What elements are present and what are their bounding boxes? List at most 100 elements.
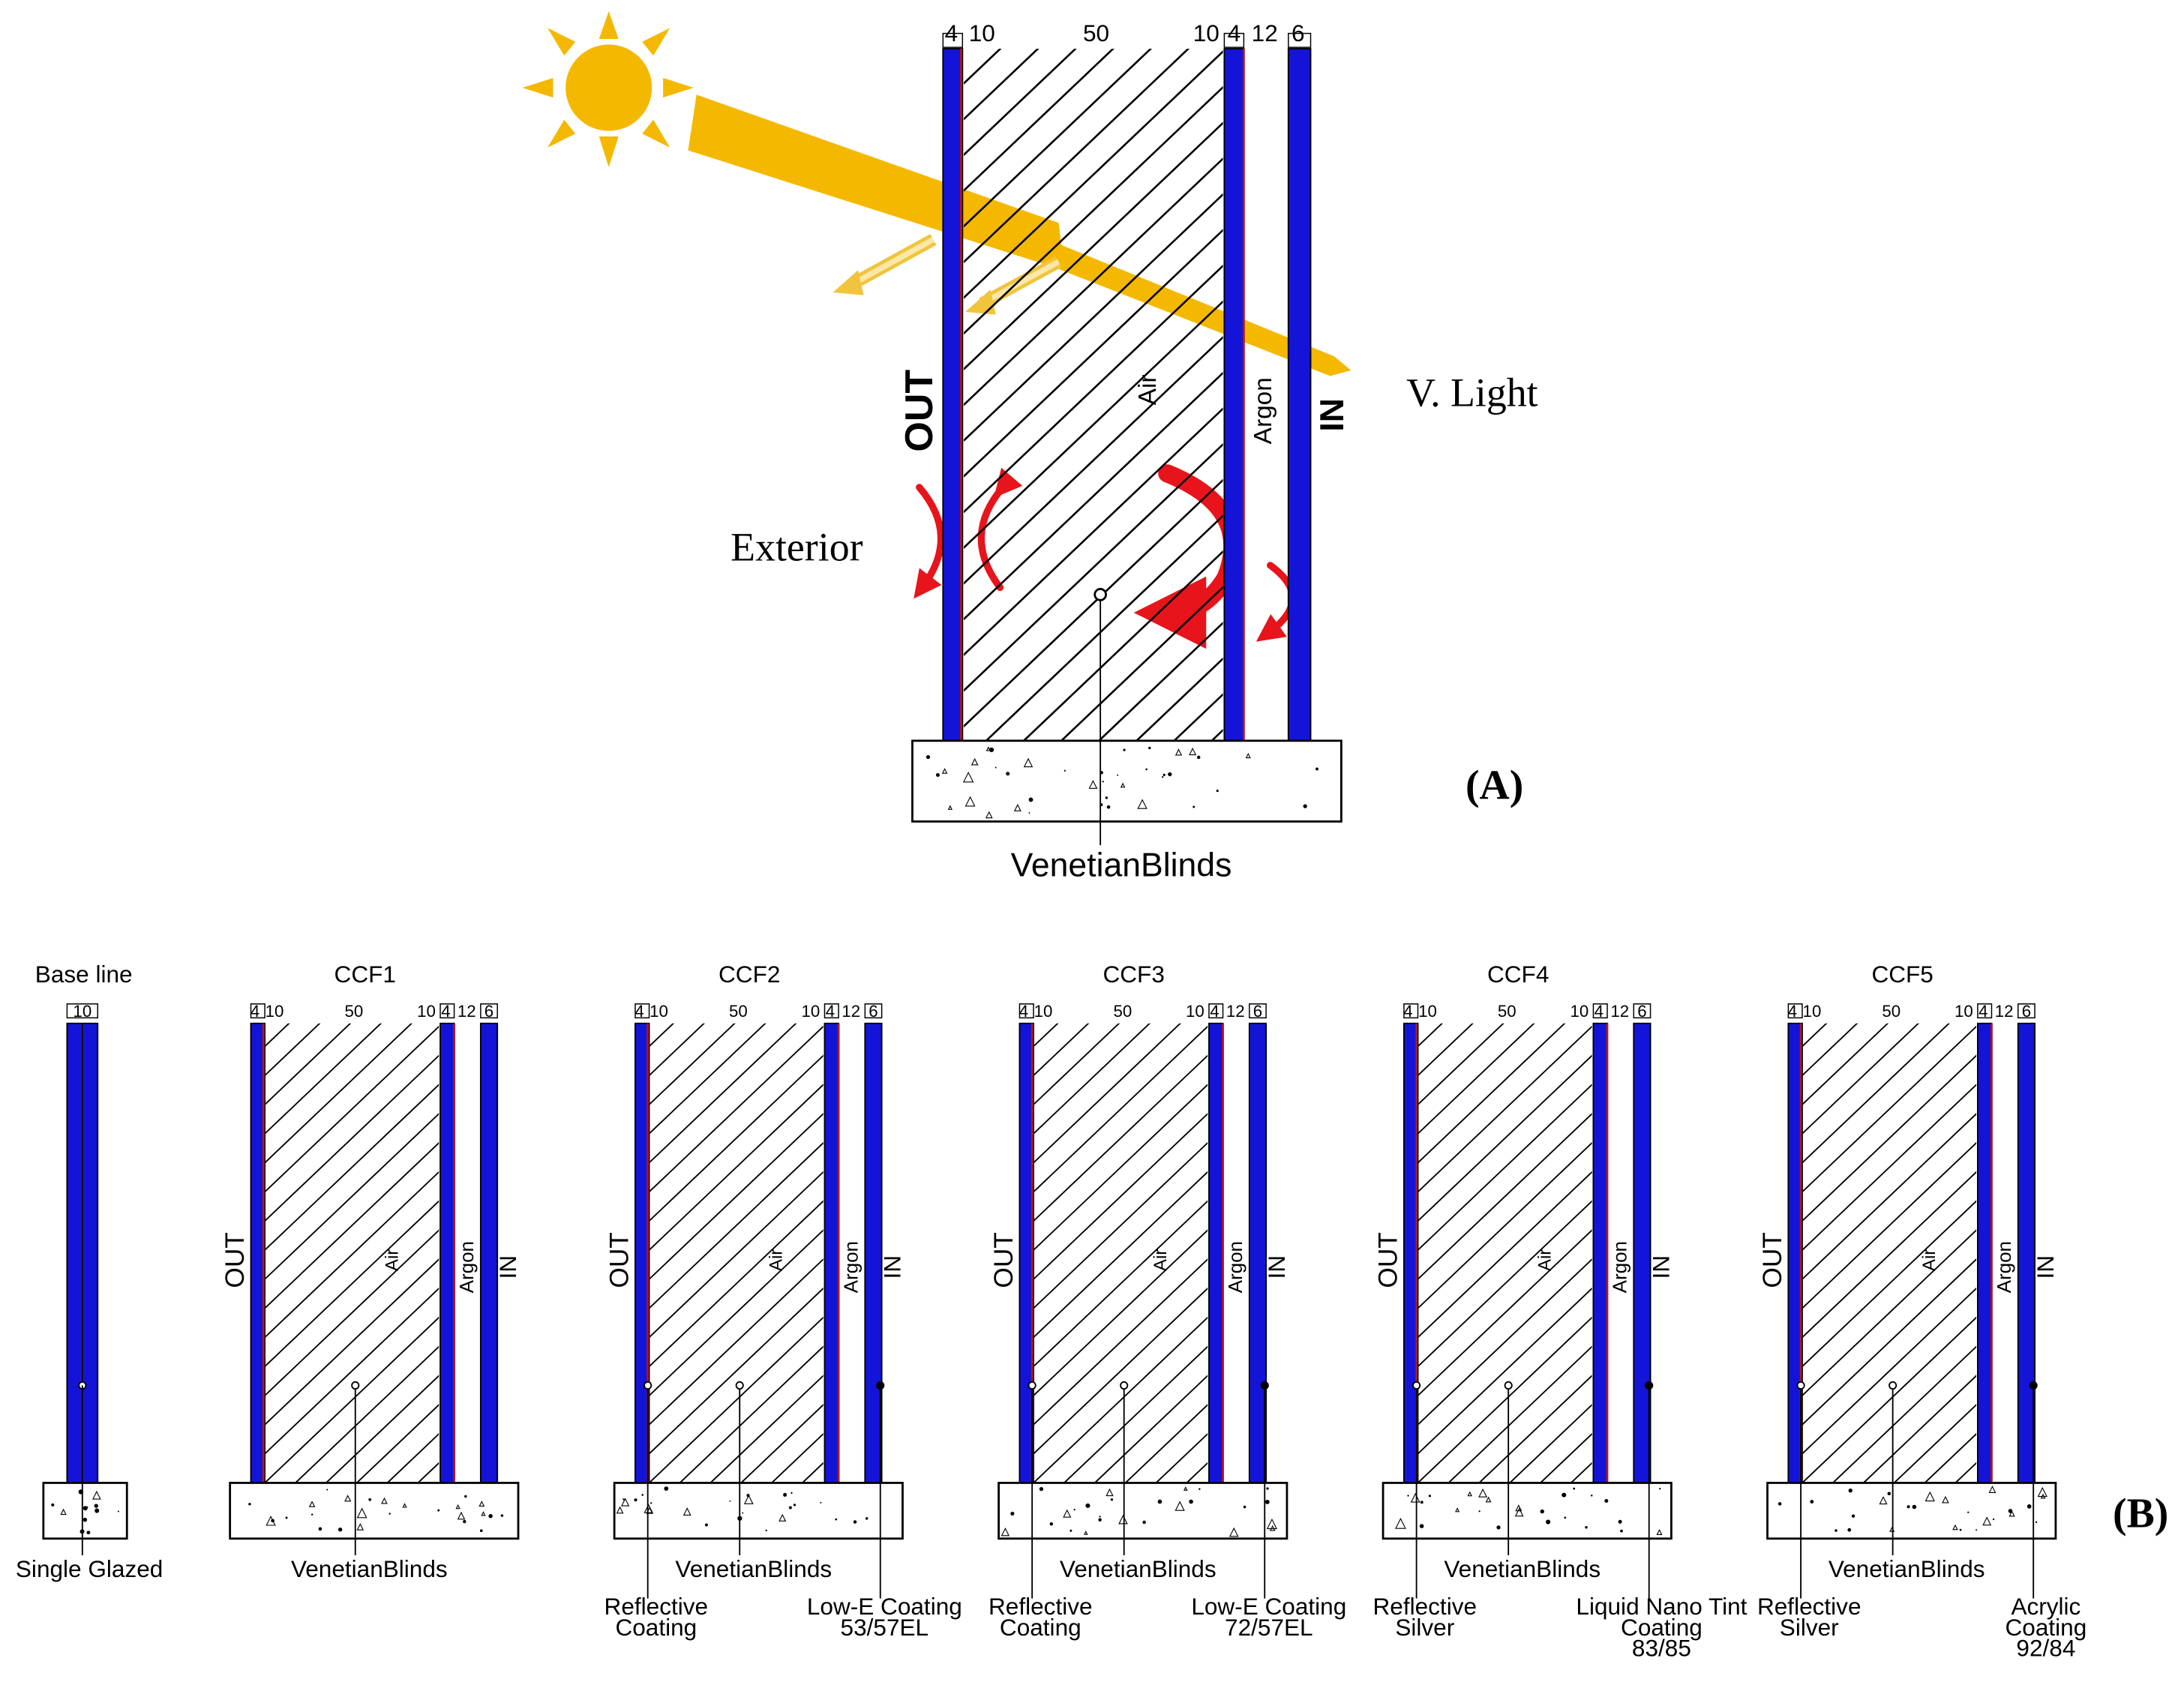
hatch-line	[985, 514, 1223, 741]
aggregate	[641, 1494, 644, 1496]
hatch-line	[1418, 1141, 1592, 1309]
hatch-line	[649, 1025, 824, 1193]
aggregate	[935, 773, 940, 778]
aggregate	[481, 1511, 486, 1516]
hatch-line	[1418, 1258, 1592, 1426]
aggregate	[1407, 1495, 1409, 1497]
config-title: CCF1	[334, 961, 396, 988]
hatch-line	[1802, 1141, 1977, 1309]
aggregate	[1834, 1529, 1838, 1532]
hatch-line	[265, 1023, 352, 1106]
dimension-label: 6	[484, 1002, 494, 1021]
dimension-label: 6	[1253, 1002, 1262, 1021]
aggregate	[2008, 1509, 2013, 1513]
concrete-base	[998, 1482, 1288, 1540]
aggregate	[117, 1510, 119, 1513]
aggregate	[86, 1531, 91, 1535]
hatch-line	[1418, 1023, 1566, 1164]
hatch-line	[265, 1200, 440, 1368]
hatch-line	[265, 1171, 440, 1339]
glass-pane	[479, 1022, 499, 1484]
aggregate	[1137, 799, 1148, 809]
aggregate	[1266, 1487, 1269, 1490]
aggregate	[1028, 797, 1034, 802]
hatch-line	[1802, 1316, 1977, 1483]
note-label: 72/57EL	[1225, 1614, 1313, 1641]
hatch-line	[1034, 1171, 1208, 1339]
aggregate	[1303, 804, 1307, 808]
aggregate	[1924, 1491, 1935, 1502]
dimension-label: 50	[1083, 19, 1109, 46]
aggregate	[1039, 1487, 1044, 1492]
aggregate	[1196, 755, 1201, 760]
aggregate	[1620, 1529, 1623, 1533]
hatch-line	[964, 264, 1223, 514]
leader-dot	[735, 1381, 744, 1390]
config-title: CCF2	[718, 961, 780, 988]
aggregate	[248, 1503, 251, 1506]
hatch	[649, 1023, 824, 1483]
hatch	[1034, 1023, 1208, 1483]
hatch-line	[649, 1141, 824, 1309]
hatch-lines	[964, 48, 1223, 741]
concrete-base	[1766, 1482, 2057, 1540]
sun	[522, 10, 694, 167]
hatch-line	[1136, 657, 1223, 741]
aggregate	[1063, 1509, 1072, 1518]
aggregate	[1070, 1529, 1072, 1532]
hatch-line	[1802, 1258, 1977, 1426]
dimension-label: 12	[842, 1002, 860, 1021]
leader-dot	[1028, 1381, 1036, 1390]
aggregate	[1228, 1527, 1239, 1537]
exterior-label: Exterior	[730, 525, 862, 570]
dimension-label: 12	[1995, 1002, 2014, 1021]
hatch-line	[265, 1316, 440, 1483]
aggregate	[1174, 1501, 1185, 1511]
hatch-line	[1034, 1054, 1208, 1222]
aggregate	[793, 1504, 796, 1507]
leader-dot	[876, 1381, 885, 1390]
hatch-line	[265, 1023, 382, 1135]
aggregate	[1428, 1495, 1431, 1498]
aggregate	[1028, 812, 1030, 814]
aggregate	[1982, 1516, 1992, 1526]
aggregate	[664, 1486, 669, 1491]
hatch-line	[649, 1023, 736, 1106]
dimension-label: 50	[1498, 1002, 1516, 1021]
hatch-line	[1034, 1258, 1208, 1426]
out-label: OUT	[1374, 1232, 1403, 1288]
hatch-line	[964, 193, 1223, 442]
dimension-label: 6	[2022, 1002, 2031, 1021]
hatch-line	[1832, 1345, 1977, 1483]
aggregate	[1105, 796, 1108, 799]
hatch-lines	[649, 1023, 824, 1483]
note-label: Silver	[1395, 1614, 1454, 1641]
hatch-line	[1418, 1229, 1592, 1397]
dim-box	[634, 1003, 650, 1019]
dimension-label: 4	[1403, 1002, 1412, 1021]
hatch-line	[964, 371, 1223, 621]
hatch-line	[1034, 1023, 1151, 1135]
aggregate	[1064, 769, 1066, 772]
dim-box	[1223, 32, 1245, 48]
blinds-label: VenetianBlinds	[1828, 1555, 1985, 1582]
hatch-line	[1802, 1023, 1950, 1164]
hatch-line	[1802, 1287, 1977, 1455]
glass-pane	[1976, 1022, 1993, 1484]
dimension-label: 4	[1228, 19, 1241, 46]
dim-box	[942, 32, 964, 48]
glass-pane	[1592, 1022, 1608, 1484]
aggregate	[285, 1516, 288, 1519]
hatch-line	[1060, 586, 1223, 741]
aggregate	[271, 1519, 274, 1523]
light-label: V. Light	[1406, 370, 1538, 415]
aggregate	[1084, 1531, 1088, 1535]
dim-box	[440, 1003, 455, 1019]
aggregate	[1851, 1514, 1856, 1518]
out-label: OUT	[605, 1232, 634, 1288]
note-label: 92/84	[2016, 1635, 2075, 1662]
hatch-line	[1418, 1023, 1535, 1135]
dimension-label: 10	[1803, 1002, 1822, 1021]
argon-label: Argon	[1993, 1241, 2015, 1293]
hatch-line	[649, 1113, 824, 1281]
